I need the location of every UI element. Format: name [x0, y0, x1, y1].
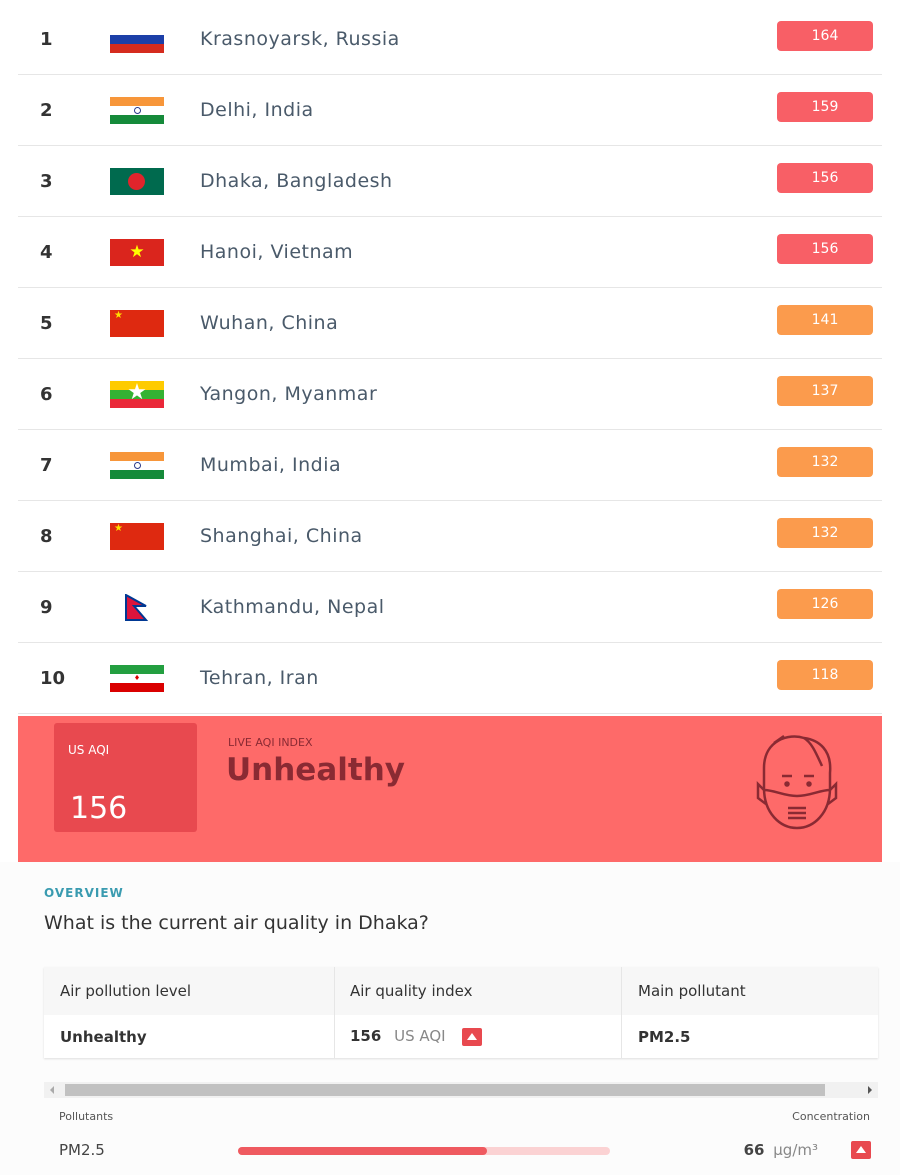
concentration-label: Concentration: [792, 1110, 870, 1123]
iran-flag-icon: ♦: [110, 665, 164, 692]
ranking-row[interactable]: 6 ★ Yangon, Myanmar 137: [18, 359, 882, 430]
aqi-box: US AQI 156: [54, 723, 197, 832]
aqi-badge: 141: [777, 305, 873, 335]
india-flag-icon: [110, 97, 164, 124]
ranking-row[interactable]: 8 ★ Shanghai, China 132: [18, 501, 882, 572]
myanmar-flag-icon: ★: [110, 381, 164, 408]
rank-number: 4: [40, 242, 53, 263]
ranking-row[interactable]: 1 Krasnoyarsk, Russia 164: [18, 4, 882, 75]
aqi-badge: 126: [777, 589, 873, 619]
arrow-up-icon: [851, 1141, 871, 1159]
aqi-badge: 156: [777, 234, 873, 264]
pollutant-name: PM2.5: [59, 1141, 105, 1159]
scroll-left-icon[interactable]: [50, 1086, 54, 1094]
bangladesh-flag-icon: [110, 168, 164, 195]
city-name[interactable]: Delhi, India: [200, 99, 314, 121]
horizontal-scrollbar[interactable]: [44, 1082, 878, 1098]
city-name[interactable]: Yangon, Myanmar: [200, 383, 378, 405]
rank-number: 1: [40, 29, 53, 50]
aqi-status: Unhealthy: [226, 752, 405, 788]
aqi-badge: 132: [777, 447, 873, 477]
level-value: Unhealthy: [60, 1028, 147, 1046]
ranking-row[interactable]: 3 Dhaka, Bangladesh 156: [18, 146, 882, 217]
city-name[interactable]: Dhaka, Bangladesh: [200, 170, 393, 192]
china-flag-icon: ★: [110, 310, 164, 337]
china-flag-icon: ★: [110, 523, 164, 550]
aqi-badge: 156: [777, 163, 873, 193]
ranking-row[interactable]: 5 ★ Wuhan, China 141: [18, 288, 882, 359]
face-mask-icon: [756, 734, 838, 830]
ranking-row[interactable]: 7 Mumbai, India 132: [18, 430, 882, 501]
aqi-badge: 132: [777, 518, 873, 548]
rank-number: 7: [40, 455, 53, 476]
live-aqi-label: LIVE AQI INDEX: [228, 736, 313, 749]
aqi-badge: 118: [777, 660, 873, 690]
scroll-right-icon[interactable]: [868, 1086, 872, 1094]
scrollbar-thumb[interactable]: [65, 1084, 825, 1096]
aqi-number: 156: [350, 1027, 382, 1045]
russia-flag-icon: [110, 26, 164, 53]
aqi-banner: US AQI 156 LIVE AQI INDEX Unhealthy: [18, 716, 882, 862]
rank-number: 9: [40, 597, 53, 618]
aqi-badge: 159: [777, 92, 873, 122]
city-name[interactable]: Mumbai, India: [200, 454, 342, 476]
ranking-row[interactable]: 9 Kathmandu, Nepal 126: [18, 572, 882, 643]
vietnam-flag-icon: ★: [110, 239, 164, 266]
city-name[interactable]: Kathmandu, Nepal: [200, 596, 385, 618]
rank-number: 10: [40, 668, 66, 689]
city-name[interactable]: Wuhan, China: [200, 312, 339, 334]
city-name[interactable]: Hanoi, Vietnam: [200, 241, 354, 263]
rank-number: 6: [40, 384, 53, 405]
aqi-cell: 156 US AQI: [350, 1027, 483, 1046]
rank-number: 3: [40, 171, 53, 192]
city-name[interactable]: Tehran, Iran: [200, 667, 319, 689]
overview-label: OVERVIEW: [44, 886, 124, 900]
ranking-row[interactable]: 10 ♦ Tehran, Iran 118: [18, 643, 882, 714]
pollutant-concentration: 66 µg/m³: [744, 1141, 818, 1159]
city-name[interactable]: Krasnoyarsk, Russia: [200, 28, 400, 50]
pollutant-value: PM2.5: [638, 1028, 691, 1046]
aqi-label: US AQI: [68, 743, 110, 757]
aqi-unit: US AQI: [394, 1027, 446, 1045]
pollutant-unit: µg/m³: [773, 1141, 818, 1159]
header-level: Air pollution level: [60, 982, 192, 1000]
ranking-row[interactable]: 4 ★ Hanoi, Vietnam 156: [18, 217, 882, 288]
pollutant-bar: [238, 1147, 610, 1155]
rank-number: 8: [40, 526, 53, 547]
arrow-up-icon: [462, 1027, 483, 1046]
header-aqi: Air quality index: [350, 982, 473, 1000]
pollutants-label: Pollutants: [59, 1110, 114, 1123]
overview-table: Air pollution level Air quality index Ma…: [44, 967, 878, 1058]
rank-number: 5: [40, 313, 53, 334]
aqi-badge: 164: [777, 21, 873, 51]
header-pollutant: Main pollutant: [638, 982, 746, 1000]
nepal-flag-icon: [110, 594, 164, 621]
city-name[interactable]: Shanghai, China: [200, 525, 363, 547]
ranking-row[interactable]: 2 Delhi, India 159: [18, 75, 882, 146]
pollutant-value: 66: [743, 1141, 765, 1159]
overview-question: What is the current air quality in Dhaka…: [44, 912, 429, 934]
aqi-value: 156: [70, 791, 128, 826]
rank-number: 2: [40, 100, 53, 121]
aqi-badge: 137: [777, 376, 873, 406]
pollutant-bar-fill: [238, 1147, 488, 1155]
india-flag-icon: [110, 452, 164, 479]
